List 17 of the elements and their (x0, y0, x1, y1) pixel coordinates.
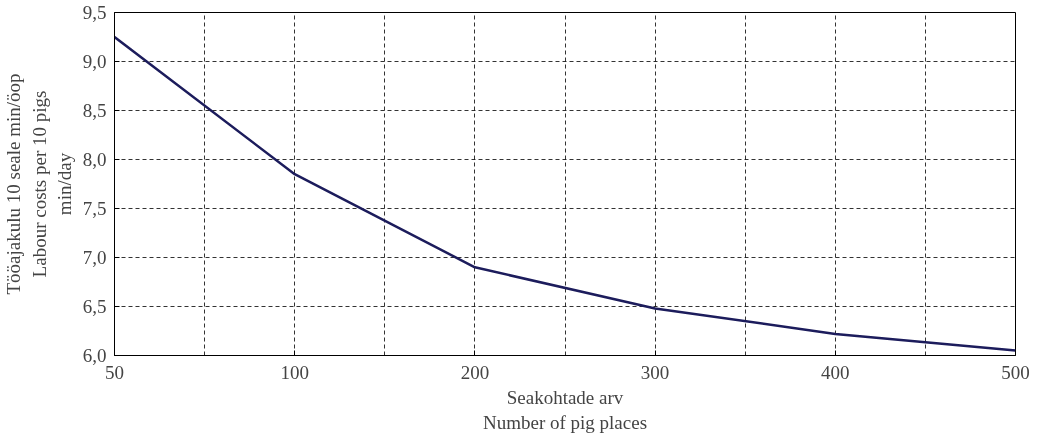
x-tick-label: 500 (1001, 361, 1030, 383)
y-tick-label: 9,5 (82, 2, 107, 23)
y-tick-label: 9,0 (82, 51, 107, 72)
y-tick-label: 6,0 (82, 345, 107, 366)
y-tick-label: 6,5 (82, 296, 107, 317)
line-series (114, 35, 1016, 352)
y-tick-label: 8,0 (82, 149, 107, 170)
y-axis-title: Tööajakulu 10 seale min/öop Labour costs per 10 pigs min/day (3, 73, 75, 295)
y-tick-label: 7,0 (82, 247, 107, 268)
x-tick-label: 200 (460, 361, 490, 383)
y-tick-label: 7,5 (82, 198, 107, 219)
x-tick-label: 400 (821, 361, 850, 383)
x-tick-label: 300 (640, 361, 670, 383)
y-tick-label: 8,5 (82, 100, 107, 121)
x-axis-title: Seakohtade arv Number of pig places (482, 386, 648, 433)
x-tick-label: 50 (105, 361, 124, 383)
x-tick-label: 100 (280, 361, 309, 383)
